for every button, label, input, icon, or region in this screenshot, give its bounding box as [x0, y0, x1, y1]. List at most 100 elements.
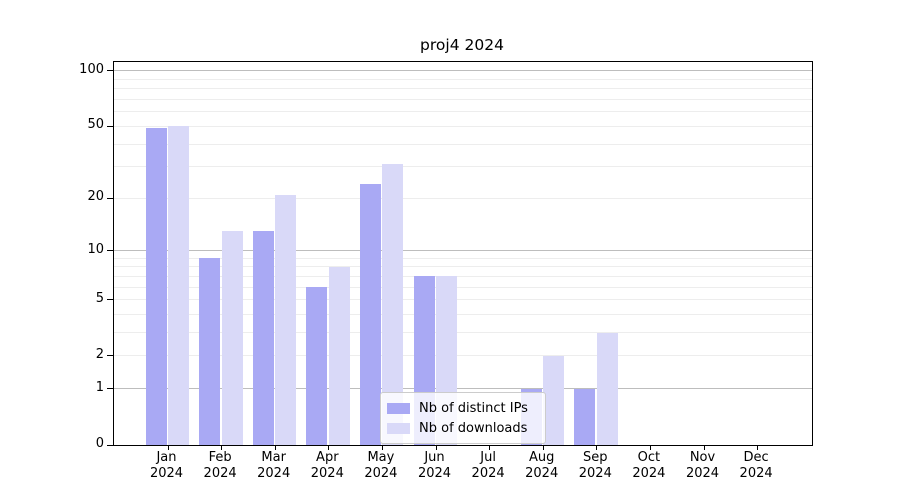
gridline-minor — [114, 166, 812, 168]
month-label: Nov — [689, 450, 716, 465]
x-tick-label: Sep 2024 — [565, 450, 625, 481]
x-tick-label: Aug 2024 — [512, 450, 572, 481]
gridline-minor — [114, 286, 812, 288]
gridline-minor — [114, 314, 812, 316]
y-tick-mark — [107, 299, 114, 301]
bar-downloads-jan — [168, 126, 189, 445]
x-tick-mark — [435, 445, 437, 450]
gridline-minor — [114, 197, 812, 199]
year-label: 2024 — [203, 465, 237, 481]
y-tick-mark — [107, 388, 114, 390]
gridline-minor — [114, 111, 812, 113]
x-tick-label: Mar 2024 — [244, 450, 304, 481]
x-tick-label: Jul 2024 — [458, 450, 518, 481]
month-label: May — [367, 450, 395, 465]
year-label: 2024 — [739, 465, 773, 481]
legend-label-distinct-ips: Nb of distinct IPs — [419, 400, 528, 416]
month-label: Dec — [743, 450, 769, 465]
x-tick-label: Apr 2024 — [297, 450, 357, 481]
gridline-minor — [114, 78, 812, 80]
bar-downloads-feb — [221, 231, 243, 445]
x-tick-mark — [167, 445, 169, 450]
y-tick-label: 100 — [79, 61, 104, 77]
y-tick-mark — [107, 125, 114, 127]
x-tick-mark — [381, 445, 383, 450]
gridline-minor — [114, 125, 812, 127]
x-tick-mark — [489, 445, 491, 450]
gridline-minor — [114, 332, 812, 334]
gridline-minor — [114, 299, 812, 301]
x-tick-mark — [274, 445, 276, 450]
legend-row-downloads: Nb of downloads — [387, 418, 537, 438]
gridline-minor — [114, 99, 812, 101]
x-tick-mark — [542, 445, 544, 450]
gridline-major — [114, 70, 812, 72]
y-tick-label: 1 — [95, 379, 104, 395]
year-label: 2024 — [685, 465, 720, 481]
gridline-minor — [114, 266, 812, 268]
gridline-minor — [114, 275, 812, 277]
legend-row-distinct-ips: Nb of distinct IPs — [387, 398, 537, 418]
y-tick-mark — [107, 197, 114, 199]
month-label: Apr — [316, 450, 339, 465]
month-label: Jun — [424, 450, 445, 465]
month-label: Aug — [528, 450, 555, 465]
month-label: Jul — [480, 450, 496, 465]
x-tick-label: Jan 2024 — [137, 450, 197, 481]
year-label: 2024 — [364, 465, 398, 481]
bar-downloads-sep — [596, 332, 618, 445]
plot-area — [107, 61, 813, 450]
legend-label-downloads: Nb of downloads — [419, 420, 528, 436]
bar-distinct-ips-sep — [574, 388, 596, 445]
bar-downloads-may — [382, 164, 404, 445]
y-tick-mark — [107, 444, 114, 446]
y-tick-label: 10 — [87, 241, 104, 257]
y-tick-label: 2 — [95, 346, 104, 362]
x-tick-label: Dec 2024 — [726, 450, 786, 481]
bar-distinct-ips-jan — [145, 127, 167, 445]
y-tick-label: 50 — [87, 117, 104, 133]
x-tick-label: Feb 2024 — [190, 450, 250, 481]
y-tick-mark — [107, 70, 114, 72]
month-label: Oct — [637, 450, 661, 465]
x-tick-label: May 2024 — [351, 450, 411, 481]
year-label: 2024 — [632, 465, 666, 481]
bar-downloads-apr — [328, 266, 350, 445]
legend-swatch-downloads — [387, 422, 410, 434]
gridline-major — [114, 388, 812, 390]
bar-downloads-aug — [543, 355, 565, 445]
year-label: 2024 — [310, 465, 344, 481]
x-tick-mark — [221, 445, 223, 450]
year-label: 2024 — [149, 465, 184, 481]
x-tick-label: Jun 2024 — [405, 450, 465, 481]
gridline-minor — [114, 257, 812, 259]
y-tick-mark — [107, 250, 114, 252]
bar-distinct-ips-feb — [199, 258, 221, 445]
x-tick-mark — [596, 445, 598, 450]
x-tick-label: Oct 2024 — [619, 450, 679, 481]
bar-distinct-ips-apr — [306, 287, 328, 445]
y-axis-tick-labels: 100 50 20 10 5 2 1 0 — [0, 61, 104, 451]
year-label: 2024 — [578, 465, 612, 481]
year-label: 2024 — [471, 465, 505, 481]
bar-distinct-ips-may — [359, 184, 381, 445]
month-label: Feb — [208, 450, 232, 465]
y-tick-mark — [107, 355, 114, 357]
gridline-major — [114, 250, 812, 252]
y-tick-label: 5 — [95, 290, 104, 306]
gridline-minor — [114, 355, 812, 357]
x-tick-mark — [649, 445, 651, 450]
year-label: 2024 — [417, 465, 452, 481]
legend-swatch-distinct-ips — [387, 402, 410, 414]
x-tick-mark — [328, 445, 330, 450]
x-tick-mark — [757, 445, 759, 450]
y-tick-label: 20 — [87, 189, 104, 205]
month-label: Jan — [156, 450, 177, 465]
bar-distinct-ips-mar — [252, 231, 274, 445]
year-label: 2024 — [257, 465, 291, 481]
x-tick-mark — [703, 445, 705, 450]
month-label: Mar — [261, 450, 286, 465]
year-label: 2024 — [525, 465, 559, 481]
legend: Nb of distinct IPs Nb of downloads — [380, 392, 546, 444]
